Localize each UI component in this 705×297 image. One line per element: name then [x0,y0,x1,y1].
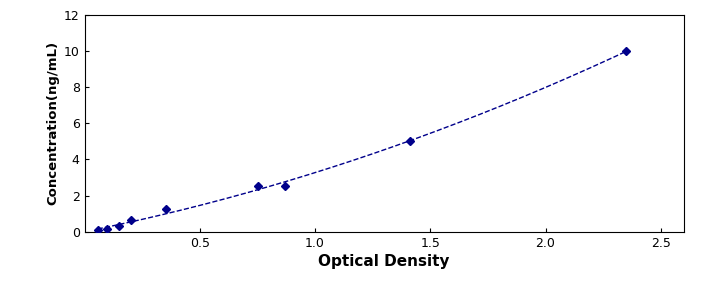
X-axis label: Optical Density: Optical Density [319,254,450,269]
Y-axis label: Concentration(ng/mL): Concentration(ng/mL) [47,41,60,205]
